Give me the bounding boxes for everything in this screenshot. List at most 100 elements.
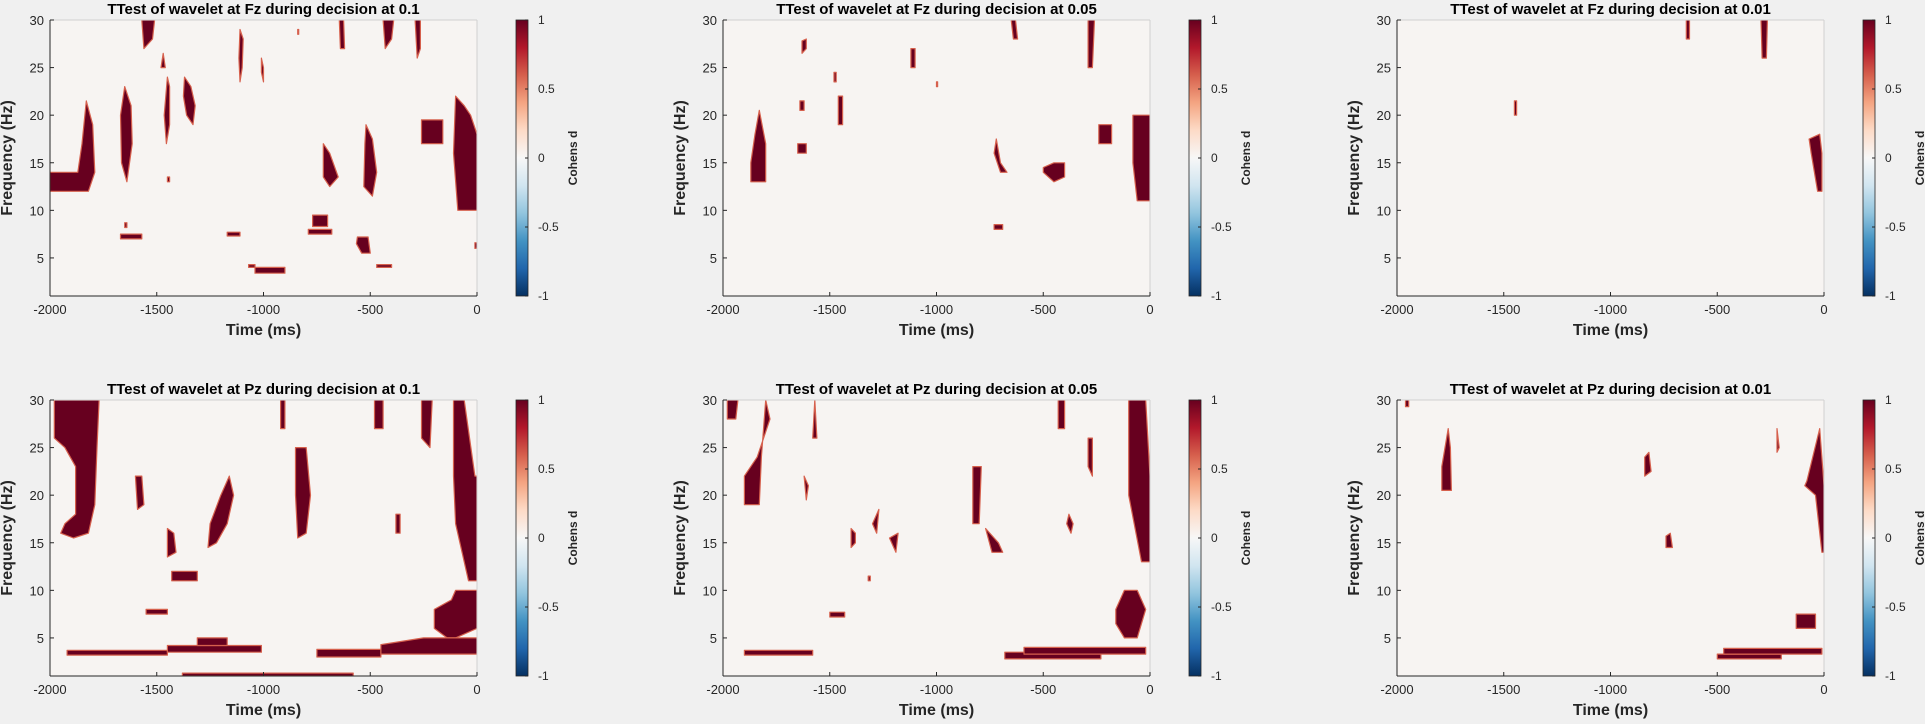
- significant-region-15: [166, 644, 262, 653]
- significant-region-13: [433, 589, 477, 639]
- significant-region-12: [248, 264, 256, 268]
- y-tick-label: 30: [30, 393, 44, 408]
- significant-region-14: [260, 57, 265, 83]
- significant-region-3: [119, 233, 143, 240]
- significant-region-23: [382, 20, 395, 50]
- significant-region-2: [119, 85, 133, 183]
- significant-region-3: [1760, 20, 1769, 59]
- colorbar-tick-label: -0.5: [538, 220, 559, 234]
- colorbar: -1 -0.5 0 0.5 1 Cohens d: [1188, 393, 1253, 683]
- significant-region-12: [452, 400, 477, 582]
- colorbar-tick-label: -0.5: [1885, 220, 1906, 234]
- significant-region-7: [163, 76, 171, 145]
- colorbar-label: Cohens d: [566, 511, 580, 566]
- x-tick-label: -1000: [920, 682, 953, 697]
- colorbar-tick-label: -1: [1885, 669, 1896, 683]
- significant-region-17: [1115, 589, 1147, 639]
- colorbar-tick-label: 0.5: [538, 462, 555, 476]
- significant-region-7: [910, 47, 916, 69]
- significant-region-26: [452, 95, 477, 211]
- significant-region-2: [743, 400, 771, 506]
- significant-region-2: [801, 38, 807, 54]
- significant-region-9: [888, 532, 899, 553]
- y-tick-label: 25: [30, 61, 44, 76]
- significant-region-6: [207, 475, 235, 549]
- y-tick-label: 25: [30, 441, 44, 456]
- significant-region-27: [474, 242, 477, 249]
- colorbar-tick-label: 1: [538, 13, 545, 27]
- significant-region-15: [297, 28, 300, 35]
- significant-region-2: [1685, 20, 1691, 40]
- chart-title: TTest of wavelet at Pz during decision a…: [776, 381, 1097, 398]
- colorbar-label: Cohens d: [1239, 511, 1253, 566]
- significant-region-8: [935, 81, 939, 88]
- chart-title: TTest of wavelet at Fz during decision a…: [107, 1, 419, 18]
- x-tick-label: -500: [1704, 682, 1730, 697]
- y-tick-label: 15: [703, 536, 717, 551]
- significant-region-4: [1665, 532, 1674, 549]
- y-tick-label: 25: [1377, 61, 1391, 76]
- colorbar-tick-label: 0.5: [1885, 462, 1902, 476]
- significant-region-14: [66, 649, 168, 656]
- significant-region-16: [1128, 400, 1150, 563]
- x-tick-label: -500: [357, 682, 383, 697]
- significant-region-8: [1716, 653, 1782, 660]
- x-tick-label: -1500: [1487, 302, 1520, 317]
- x-tick-label: -2000: [1380, 302, 1413, 317]
- x-axis-label: Time (ms): [1573, 702, 1648, 719]
- significant-region-9: [1723, 647, 1823, 655]
- y-tick-label: 10: [30, 203, 44, 218]
- x-tick-label: -1500: [813, 682, 846, 697]
- significant-region-13: [254, 266, 286, 274]
- significant-region-24: [414, 20, 421, 59]
- significant-region-1: [1513, 100, 1518, 116]
- x-axis-label: Time (ms): [226, 702, 301, 719]
- colorbar: -1 -0.5 0 0.5 1 Cohens d: [1188, 13, 1253, 303]
- colorbar-tick-label: -0.5: [1211, 600, 1232, 614]
- colorbar-tick-label: 0: [538, 151, 545, 165]
- plot-area: [1397, 20, 1824, 296]
- x-tick-label: -1000: [1594, 302, 1627, 317]
- y-tick-label: 5: [37, 631, 44, 646]
- significant-region-4: [124, 222, 128, 229]
- y-tick-label: 15: [30, 156, 44, 171]
- significant-region-10: [420, 400, 433, 449]
- colorbar-tick-label: 0.5: [1211, 462, 1228, 476]
- x-tick-label: -500: [1030, 682, 1056, 697]
- y-axis-label: Frequency (Hz): [672, 480, 689, 596]
- significant-region-3: [166, 527, 177, 558]
- significant-region-11: [238, 28, 244, 83]
- y-tick-label: 15: [703, 156, 717, 171]
- significant-region-16: [196, 637, 228, 647]
- colorbar-tick-label: -0.5: [1885, 600, 1906, 614]
- significant-region-18: [316, 648, 382, 658]
- y-tick-label: 15: [1377, 536, 1391, 551]
- chart-title: TTest of wavelet at Fz during decision a…: [1450, 1, 1771, 18]
- colorbar-tick-label: -1: [1885, 289, 1896, 303]
- significance-regions: [750, 20, 1150, 230]
- significant-region-11: [1010, 20, 1019, 40]
- significance-regions: [726, 400, 1150, 660]
- significance-regions: [50, 20, 477, 274]
- significant-region-12: [984, 527, 1004, 553]
- y-tick-label: 20: [703, 108, 717, 123]
- significant-region-8: [871, 508, 880, 534]
- x-tick-label: -1000: [247, 302, 280, 317]
- y-tick-label: 5: [710, 631, 717, 646]
- y-tick-label: 10: [703, 583, 717, 598]
- y-tick-label: 25: [1377, 441, 1391, 456]
- significant-region-8: [294, 447, 312, 539]
- y-tick-label: 20: [1377, 488, 1391, 503]
- significant-region-3: [803, 475, 810, 501]
- significant-region-6: [837, 95, 844, 126]
- significant-region-1: [726, 400, 739, 420]
- y-tick-label: 25: [703, 441, 717, 456]
- significant-region-14: [1098, 124, 1113, 145]
- significant-region-7: [1795, 613, 1817, 630]
- colorbar-tick-label: 1: [1211, 393, 1218, 407]
